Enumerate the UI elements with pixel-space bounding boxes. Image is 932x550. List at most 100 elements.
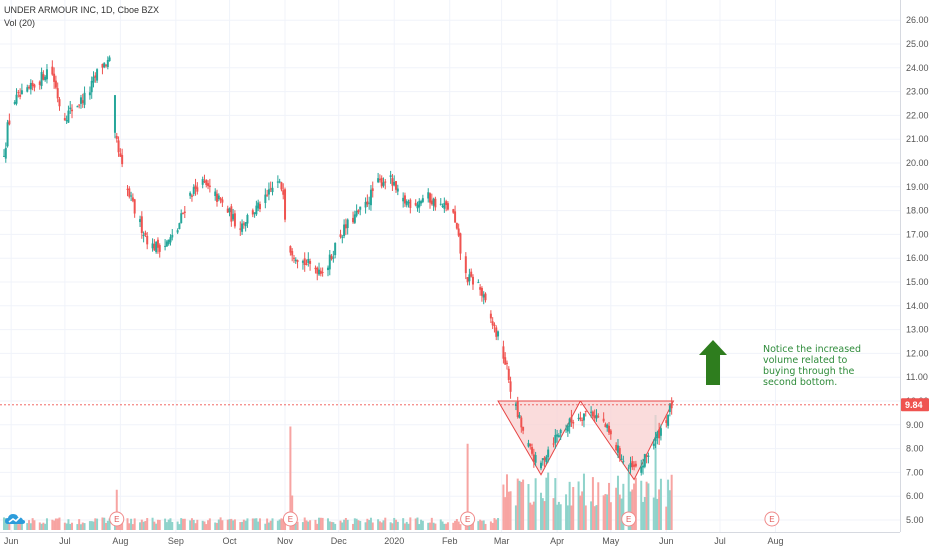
candle-body (509, 381, 512, 392)
chart-title: UNDER ARMOUR INC, 1D, Cboe BZX (4, 5, 159, 15)
candle-body (226, 208, 229, 213)
candle-body (633, 464, 636, 467)
price-axis[interactable]: 5.006.007.008.009.0010.0011.0012.0013.00… (900, 0, 929, 532)
candle-body (522, 426, 525, 431)
volume-bar (645, 481, 648, 530)
volume-bar (658, 489, 661, 530)
x-tick-label: Jul (59, 536, 71, 546)
volume-bar (63, 522, 66, 530)
candle-body (565, 428, 568, 430)
volume-bar (294, 523, 297, 530)
candle-body (17, 92, 20, 94)
candle-body (280, 182, 283, 190)
earnings-marker-circle (282, 511, 298, 527)
candle-body (208, 185, 211, 187)
volume-bar (595, 505, 598, 530)
volume-bar (371, 522, 374, 530)
volume-bar (420, 519, 423, 530)
volume-bar (590, 501, 593, 530)
volume-bar (180, 518, 183, 530)
candle-body (142, 234, 145, 236)
candle-body (341, 236, 344, 238)
candle-body (233, 213, 236, 227)
candle-body (353, 214, 356, 223)
volume-bar (368, 520, 371, 530)
x-tick-label: Aug (112, 536, 128, 546)
candle-body (171, 234, 174, 238)
volume-bar (255, 518, 258, 530)
volume-bar (452, 522, 455, 530)
volume-bar (380, 522, 383, 530)
candle-body (618, 448, 621, 459)
candle-body (620, 458, 623, 460)
volume-bar (584, 505, 587, 530)
volume-bar (421, 520, 424, 530)
candle-body (158, 245, 161, 252)
candle-body (421, 198, 424, 202)
volume-bar (346, 519, 349, 530)
candle-body (495, 327, 498, 337)
candle-body (19, 94, 22, 97)
candle-body (429, 193, 432, 203)
candle-body (307, 258, 310, 263)
volume-bar (83, 523, 86, 530)
volume-bar (29, 523, 32, 530)
volume-bar (54, 518, 57, 530)
candle-body (4, 147, 7, 159)
volume-bar (604, 493, 607, 530)
volume-bar (652, 497, 655, 530)
candle-body (489, 313, 492, 319)
candle-body (140, 216, 143, 233)
candle-body (221, 199, 224, 203)
candle-body (559, 429, 562, 434)
candle-body (33, 84, 36, 88)
tradingview-cloud-icon[interactable] (4, 508, 26, 530)
candle-body (266, 194, 269, 196)
candle-body (242, 223, 245, 225)
candle-body (139, 219, 142, 223)
candle-body (484, 293, 487, 301)
volume-bar (101, 517, 104, 530)
volume-bar (378, 521, 381, 530)
candle-body (581, 419, 584, 421)
candle-body (378, 179, 381, 181)
candle-body (579, 417, 582, 420)
volume-bar (640, 480, 643, 530)
candle-body (593, 415, 596, 418)
candle-body (71, 109, 74, 112)
candle-body (108, 57, 111, 61)
volume-bar (292, 522, 295, 530)
earnings-marker-label: E (626, 515, 631, 524)
volume-bar (192, 519, 195, 530)
volume-bar (244, 520, 247, 530)
y-tick-label: 26.00 (906, 15, 929, 25)
candle-body (106, 60, 109, 67)
volume-bar (670, 474, 673, 530)
y-tick-label: 20.00 (906, 158, 929, 168)
volume-bar (232, 520, 235, 530)
annotation-line-2: volume related to (763, 355, 848, 366)
volume-bar (26, 523, 29, 530)
candle-body (631, 461, 634, 468)
volume-bar (156, 519, 159, 530)
volume-bar (233, 519, 236, 530)
candle-body (219, 198, 222, 201)
volume-bar (42, 522, 45, 530)
candle-body (577, 417, 580, 419)
candle-body (654, 436, 657, 442)
earnings-marker-circle (621, 511, 637, 527)
volume-bar (480, 520, 483, 530)
time-axis[interactable]: Jun Jul Aug Sep Oct Nov Dec 2020 Feb Mar Apr May Jun… (0, 532, 900, 547)
volume-bar (242, 519, 245, 530)
candle-body (284, 189, 287, 220)
candle-body (352, 217, 355, 223)
volume-bar (28, 520, 31, 530)
volume-bar (366, 518, 369, 530)
volume-bar (352, 523, 355, 530)
volume-bar (344, 517, 347, 530)
volume-bar (164, 518, 167, 530)
volume-bar (246, 518, 249, 530)
candle-body (128, 188, 131, 197)
candle-body (232, 214, 235, 220)
